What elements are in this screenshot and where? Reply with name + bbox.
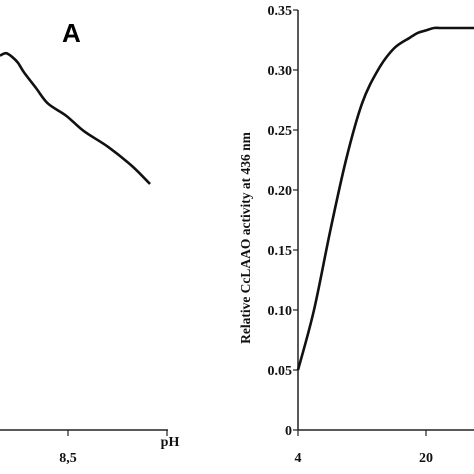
- panel-a-chart: A 8,5 pH: [0, 18, 179, 466]
- panel-a-x-tick-label: 8,5: [59, 451, 77, 466]
- panel-b-y-axis-label: Relative CcLAAO activity at 436 nm: [238, 131, 253, 344]
- panel-a-series-line: [0, 51, 151, 185]
- panel-b-y-tick-label: 0.30: [268, 64, 293, 79]
- panel-b-x-ticks: 4 20: [295, 430, 433, 466]
- panel-b-y-tick-label: 0.25: [268, 124, 293, 139]
- panel-b-y-tick-label: 0: [285, 424, 292, 439]
- panel-b-x-tick-label: 4: [295, 451, 302, 466]
- panel-b-y-tick-label: 0.15: [268, 244, 293, 259]
- panel-b-y-tick-label: 0.35: [268, 4, 293, 19]
- panel-a-x-axis-label: pH: [161, 435, 180, 450]
- panel-a-label: A: [62, 18, 81, 48]
- panel-b-y-tick-label: 0.05: [268, 364, 293, 379]
- panel-b-y-tick-label: 0.20: [268, 184, 293, 199]
- panel-b-series-line: [296, 26, 474, 371]
- panel-b-chart: Relative CcLAAO activity at 436 nm 0 0.05…: [238, 4, 474, 466]
- panel-b-x-tick-label: 20: [419, 451, 433, 466]
- panel-b-y-tick-label: 0.10: [268, 304, 293, 319]
- panel-b-y-ticks: 0 0.05 0.10 0.15 0.20 0.25 0.30 0.35: [268, 4, 298, 439]
